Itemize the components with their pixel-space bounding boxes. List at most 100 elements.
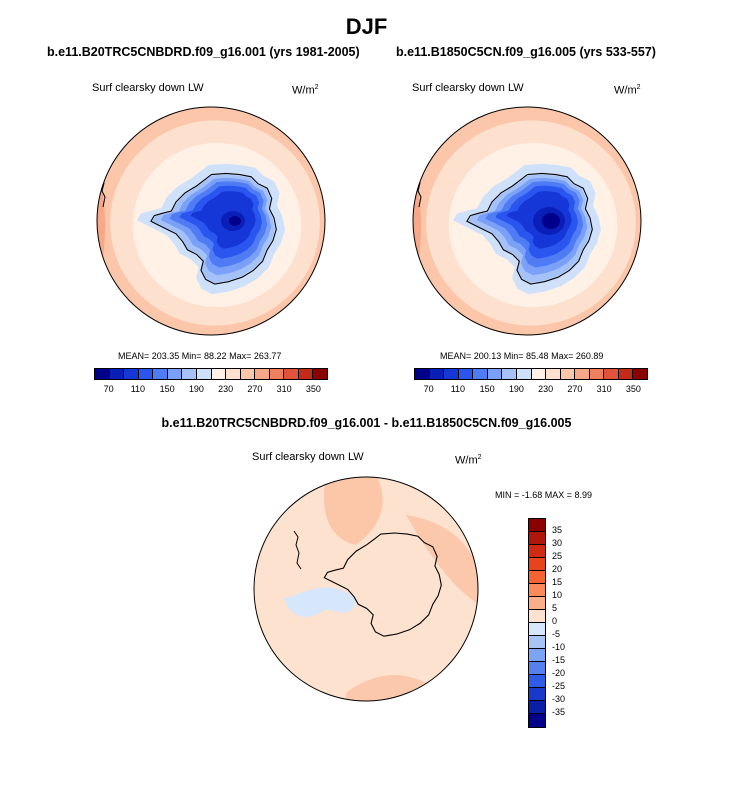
colorbar-swatch	[618, 369, 634, 379]
colorbar-tick-label: -35	[552, 707, 566, 717]
colorbar-swatch	[529, 584, 545, 597]
figure-title: DJF	[345, 14, 388, 39]
colorbar-tick-label: -20	[552, 668, 566, 678]
colorbar-swatch	[529, 532, 545, 545]
colorbar-tick-label: 230	[538, 384, 554, 394]
colorbar-tick-label: 310	[596, 384, 612, 394]
colorbar-tick-label: 20	[552, 564, 563, 574]
colorbar-swatch	[95, 369, 110, 379]
colorbar-swatch	[444, 369, 459, 379]
map-boundary	[96, 106, 326, 336]
colorbar-tick-label: 150	[479, 384, 495, 394]
diff-band	[284, 587, 356, 617]
colorbar-swatch	[529, 545, 545, 558]
ice-band	[229, 216, 241, 226]
colorbar-tick-label: 190	[188, 384, 204, 394]
colorbar-tick-label: -15	[552, 655, 566, 665]
colorbar-swatch	[633, 369, 647, 379]
panel3-units-label: W/m2	[455, 454, 482, 467]
colorbar-swatch	[529, 636, 545, 649]
colorbar-swatch	[298, 369, 314, 379]
panel1-stats: MEAN= 203.35 Min= 88.22 Max= 263.77	[118, 351, 282, 361]
colorbar-swatch	[529, 701, 545, 714]
colorbar-swatch	[516, 369, 532, 379]
map-boundary	[253, 476, 479, 702]
colorbar-swatch	[269, 369, 285, 379]
panel2-variable-label: Surf clearsky down LW	[412, 82, 524, 94]
map-field	[413, 107, 641, 335]
colorbar-swatch	[196, 369, 212, 379]
colorbar-tick-label: 70	[423, 384, 434, 394]
colorbar-swatch	[529, 714, 545, 727]
colorbar-tick-label: 70	[103, 384, 114, 394]
colorbar-tick-label: 15	[552, 577, 563, 587]
colorbar-swatch	[240, 369, 256, 379]
difference-title: b.e11.B20TRC5CNBDRD.f09_g16.001 - b.e11.…	[161, 416, 572, 430]
colorbar-swatch	[415, 369, 430, 379]
colorbar-swatch	[529, 688, 545, 701]
colorbar-swatch	[255, 369, 270, 379]
colorbar-swatch	[109, 369, 125, 379]
panel2-case-title: b.e11.B1850C5CN.f09_g16.005 (yrs 533-557…	[396, 45, 656, 59]
colorbar-swatch	[589, 369, 605, 379]
colorbar-tick-label: 10	[552, 590, 563, 600]
colorbar-swatch	[502, 369, 517, 379]
panel2-stats: MEAN= 200.13 Min= 85.48 Max= 260.89	[440, 351, 604, 361]
map-boundary	[412, 106, 642, 336]
colorbar-swatch	[529, 662, 545, 675]
colorbar-swatch	[167, 369, 183, 379]
panel1-colorbar	[94, 368, 328, 380]
colorbar-swatch	[546, 369, 561, 379]
colorbar-tick-label: 30	[552, 538, 563, 548]
colorbar-swatch	[560, 369, 576, 379]
colorbar-swatch	[226, 369, 241, 379]
panel1-polar-map	[96, 106, 326, 336]
colorbar-swatch	[429, 369, 445, 379]
colorbar-tick-label: 270	[567, 384, 583, 394]
colorbar-swatch	[153, 369, 168, 379]
colorbar-swatch	[313, 369, 327, 379]
panel1-variable-label: Surf clearsky down LW	[92, 82, 204, 94]
colorbar-tick-label: 110	[450, 384, 466, 394]
ice-band	[542, 213, 560, 229]
colorbar-swatch	[473, 369, 488, 379]
coastline	[323, 532, 442, 637]
colorbar-tick-label: 190	[508, 384, 524, 394]
panel3-stats: MIN = -1.68 MAX = 8.99	[495, 490, 593, 500]
colorbar-tick-label: 310	[276, 384, 292, 394]
colorbar-tick-label: 35	[552, 525, 563, 535]
colorbar-swatch	[529, 558, 545, 571]
colorbar-tick-label: -30	[552, 694, 566, 704]
colorbar-tick-label: -25	[552, 681, 566, 691]
colorbar-swatch	[124, 369, 139, 379]
colorbar-tick-label: 230	[218, 384, 234, 394]
colorbar-swatch	[284, 369, 299, 379]
colorbar-tick-label: 150	[159, 384, 175, 394]
colorbar-tick-label: 5	[552, 603, 558, 613]
panel1-case-title: b.e11.B20TRC5CNBDRD.f09_g16.001 (yrs 198…	[47, 45, 360, 59]
colorbar-swatch	[604, 369, 619, 379]
panel2-polar-map	[412, 106, 642, 336]
colorbar-swatch	[529, 571, 545, 584]
coastline	[150, 172, 277, 285]
colorbar-tick-label: 0	[552, 616, 558, 626]
panel1-units-label: W/m2	[292, 84, 319, 97]
diff-band	[324, 477, 383, 545]
panel3-polar-map	[253, 476, 479, 702]
colorbar-swatch	[211, 369, 227, 379]
colorbar-swatch	[531, 369, 547, 379]
diff-band	[406, 515, 478, 605]
colorbar-swatch	[529, 649, 545, 662]
colorbar-tick-label: 110	[130, 384, 146, 394]
panel3-colorbar	[528, 518, 546, 728]
colorbar-tick-label: 25	[552, 551, 563, 561]
colorbar-swatch	[529, 597, 545, 610]
coastline	[466, 172, 593, 285]
colorbar-swatch	[529, 623, 545, 636]
map-field	[97, 107, 325, 335]
colorbar-tick-label: -10	[552, 642, 566, 652]
colorbar-swatch	[529, 675, 545, 688]
panel2-colorbar	[414, 368, 648, 380]
colorbar-swatch	[182, 369, 197, 379]
colorbar-swatch	[529, 610, 545, 623]
